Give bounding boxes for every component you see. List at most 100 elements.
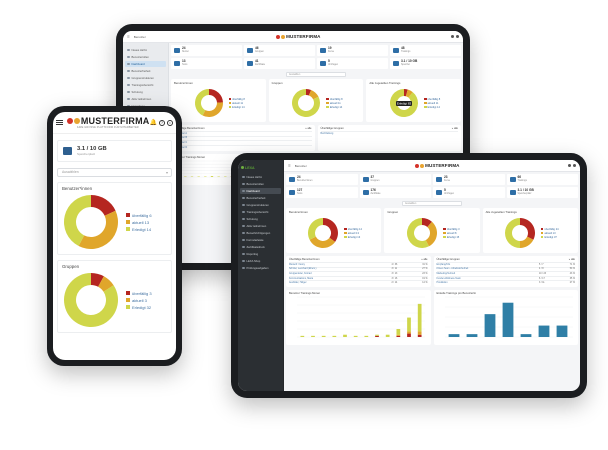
sidebar-item[interactable]: Benutzerrollen bbox=[125, 54, 166, 60]
pie-slice-done[interactable] bbox=[63, 195, 91, 246]
bell-icon[interactable] bbox=[567, 164, 571, 167]
bar[interactable] bbox=[556, 325, 567, 337]
sidebar-item[interactable]: Schulung bbox=[125, 89, 166, 95]
bar-done[interactable] bbox=[353, 335, 358, 337]
phone-select[interactable]: Auswählen bbox=[57, 168, 172, 177]
sidebar-item[interactable]: Benutzerfreiheit bbox=[240, 195, 281, 201]
front-filter[interactable]: Auswählen bbox=[402, 201, 462, 206]
bar-done[interactable] bbox=[321, 335, 326, 337]
sidebar-item[interactable]: Benutzerfreiheit bbox=[125, 68, 166, 74]
menu-icon[interactable]: ☰ bbox=[127, 34, 130, 39]
bar-done[interactable] bbox=[396, 328, 401, 335]
bar-overdue[interactable] bbox=[375, 335, 379, 337]
bar[interactable] bbox=[538, 325, 549, 337]
stat-tile[interactable]: 66 Trainings bbox=[506, 174, 578, 185]
sidebar-item[interactable]: Gruppenstrukturen bbox=[125, 75, 166, 81]
sidebar-item[interactable]: Prüfungsaufgaben bbox=[240, 265, 281, 271]
bar-overdue[interactable] bbox=[396, 335, 401, 337]
table-row[interactable]: Buchhaltung bbox=[320, 131, 458, 136]
pie-slice-current[interactable] bbox=[426, 221, 438, 247]
sidebar-item[interactable]: Formularleiste bbox=[240, 237, 281, 243]
pie-slice-overdue[interactable] bbox=[91, 273, 104, 287]
sidebar-item[interactable]: Trainingsübersicht bbox=[125, 82, 166, 88]
table-more-link[interactable]: » alle bbox=[421, 258, 428, 261]
help-icon[interactable]: ? bbox=[159, 119, 165, 126]
pie-slice-current[interactable] bbox=[98, 276, 114, 292]
bar-done[interactable] bbox=[343, 334, 347, 337]
sidebar-item[interactable]: LEXA Shop bbox=[240, 258, 281, 264]
pie-slice-done[interactable] bbox=[292, 89, 321, 117]
stat-tile[interactable]: 19 Kurse bbox=[317, 45, 388, 56]
table-row[interactable]: Kommunikations, Maria 3 / 16 19 % bbox=[289, 275, 428, 281]
pie-slice-current[interactable] bbox=[309, 89, 319, 100]
bar-done[interactable] bbox=[300, 335, 305, 337]
bar-current[interactable] bbox=[407, 331, 411, 334]
stat-tile[interactable]: 5 Umfragen bbox=[433, 187, 505, 198]
sidebar-item[interactable]: Neues LEXA bbox=[240, 174, 281, 180]
stat-tile[interactable]: 37 Gruppen bbox=[359, 174, 431, 185]
stat-tile[interactable]: 5 Umfragen bbox=[317, 58, 388, 69]
stat-tile[interactable]: 23 Kurse bbox=[433, 174, 505, 185]
bar-done[interactable] bbox=[364, 335, 369, 337]
pie-slice-done[interactable] bbox=[64, 273, 118, 327]
user-icon[interactable]: • bbox=[167, 119, 173, 126]
table-row[interactable]: Produktion 3 / 11 27 % bbox=[436, 280, 575, 285]
sidebar-item[interactable]: Dashboard bbox=[240, 188, 281, 194]
sidebar-item[interactable]: Trainingsübersicht bbox=[240, 209, 281, 215]
bar[interactable] bbox=[466, 334, 477, 337]
pie-slice-current[interactable] bbox=[78, 210, 118, 249]
pie-slice-current[interactable] bbox=[310, 236, 336, 248]
user-icon[interactable] bbox=[572, 164, 576, 167]
sidebar-item[interactable]: Zertifikatsdruck bbox=[240, 244, 281, 250]
pie-slice-overdue[interactable] bbox=[306, 89, 312, 96]
user-icon[interactable] bbox=[455, 35, 459, 38]
table-row[interactable]: Ausbilder, Holger 2 / 14 14 % bbox=[289, 280, 428, 285]
bar-done[interactable] bbox=[210, 176, 214, 178]
back-filter[interactable]: Auswählen bbox=[286, 72, 346, 77]
pie-slice-overdue[interactable] bbox=[208, 89, 223, 103]
sidebar-item[interactable]: Aktiv teilnehmen bbox=[125, 96, 166, 102]
bar[interactable] bbox=[484, 314, 495, 337]
back-topbar-user[interactable]: Benutzer bbox=[133, 34, 146, 39]
pie-slice-current[interactable] bbox=[405, 89, 413, 98]
sidebar-item[interactable]: Schulung bbox=[240, 216, 281, 222]
bar-done[interactable] bbox=[417, 303, 422, 332]
bar[interactable] bbox=[520, 334, 531, 337]
bar-overdue[interactable] bbox=[407, 333, 411, 337]
pie-slice-current[interactable] bbox=[520, 236, 534, 248]
table-row[interactable]: Kunden-Wellness-Team 6 / 17 35 % bbox=[436, 275, 575, 281]
bar[interactable] bbox=[502, 302, 513, 337]
bar[interactable] bbox=[448, 334, 459, 337]
stat-tile[interactable]: 46 Gruppen bbox=[244, 45, 315, 56]
bar-overdue[interactable] bbox=[417, 334, 422, 337]
stat-tile[interactable]: 48 Trainings bbox=[390, 45, 461, 56]
pie-slice-overdue[interactable] bbox=[404, 89, 408, 97]
pie-slice-overdue[interactable] bbox=[323, 218, 339, 242]
pie-slice-overdue[interactable] bbox=[422, 218, 433, 228]
bell-icon[interactable]: 🔔 bbox=[149, 119, 157, 126]
table-row[interactable]: Gruppenleiter, Konrad 3 / 13 23 % bbox=[289, 271, 428, 276]
menu-icon[interactable]: ☰ bbox=[288, 163, 291, 168]
bar-done[interactable] bbox=[375, 334, 379, 336]
sidebar-item[interactable]: Gruppenstrukturen bbox=[240, 202, 281, 208]
pie-slice-overdue[interactable] bbox=[520, 218, 536, 240]
table-row[interactable]: Marketing/Vertrieb 10 / 23 43 % bbox=[436, 271, 575, 276]
stat-tile[interactable]: 3.1 / 10 GB Speicher bbox=[390, 58, 461, 69]
table-row[interactable]: Mitarbeiter D bbox=[174, 144, 312, 150]
bar-done[interactable] bbox=[332, 335, 337, 337]
table-row[interactable]: Musterfr. Fanny 4 / 36 31 % bbox=[289, 262, 428, 267]
pie-slice-done[interactable] bbox=[390, 89, 419, 117]
stat-tile[interactable]: 24 Benutzer/innen bbox=[286, 174, 358, 185]
pie-slice-done[interactable] bbox=[407, 218, 430, 248]
stat-tile[interactable]: 3.1 / 10 GB Speicherplatz bbox=[506, 187, 578, 198]
sidebar-item[interactable]: Aktiv teilnehmen bbox=[240, 223, 281, 229]
stat-tile[interactable]: 41 Zertifikate bbox=[244, 58, 315, 69]
table-more-link[interactable]: » alle bbox=[568, 258, 575, 261]
table-more-link[interactable]: » alle bbox=[451, 127, 458, 130]
front-topbar-user[interactable]: Benutzer bbox=[294, 163, 307, 168]
pie-slice-current[interactable] bbox=[202, 102, 223, 117]
pie-slice-overdue[interactable] bbox=[91, 195, 116, 216]
table-row[interactable]: Empfang/Info 5 / 7 71 % bbox=[436, 262, 575, 267]
table-row[interactable]: Schüler, Leonhard (Ehem.) 3 / 11 27 % bbox=[289, 266, 428, 272]
sidebar-item[interactable]: Dashboard bbox=[125, 61, 166, 67]
